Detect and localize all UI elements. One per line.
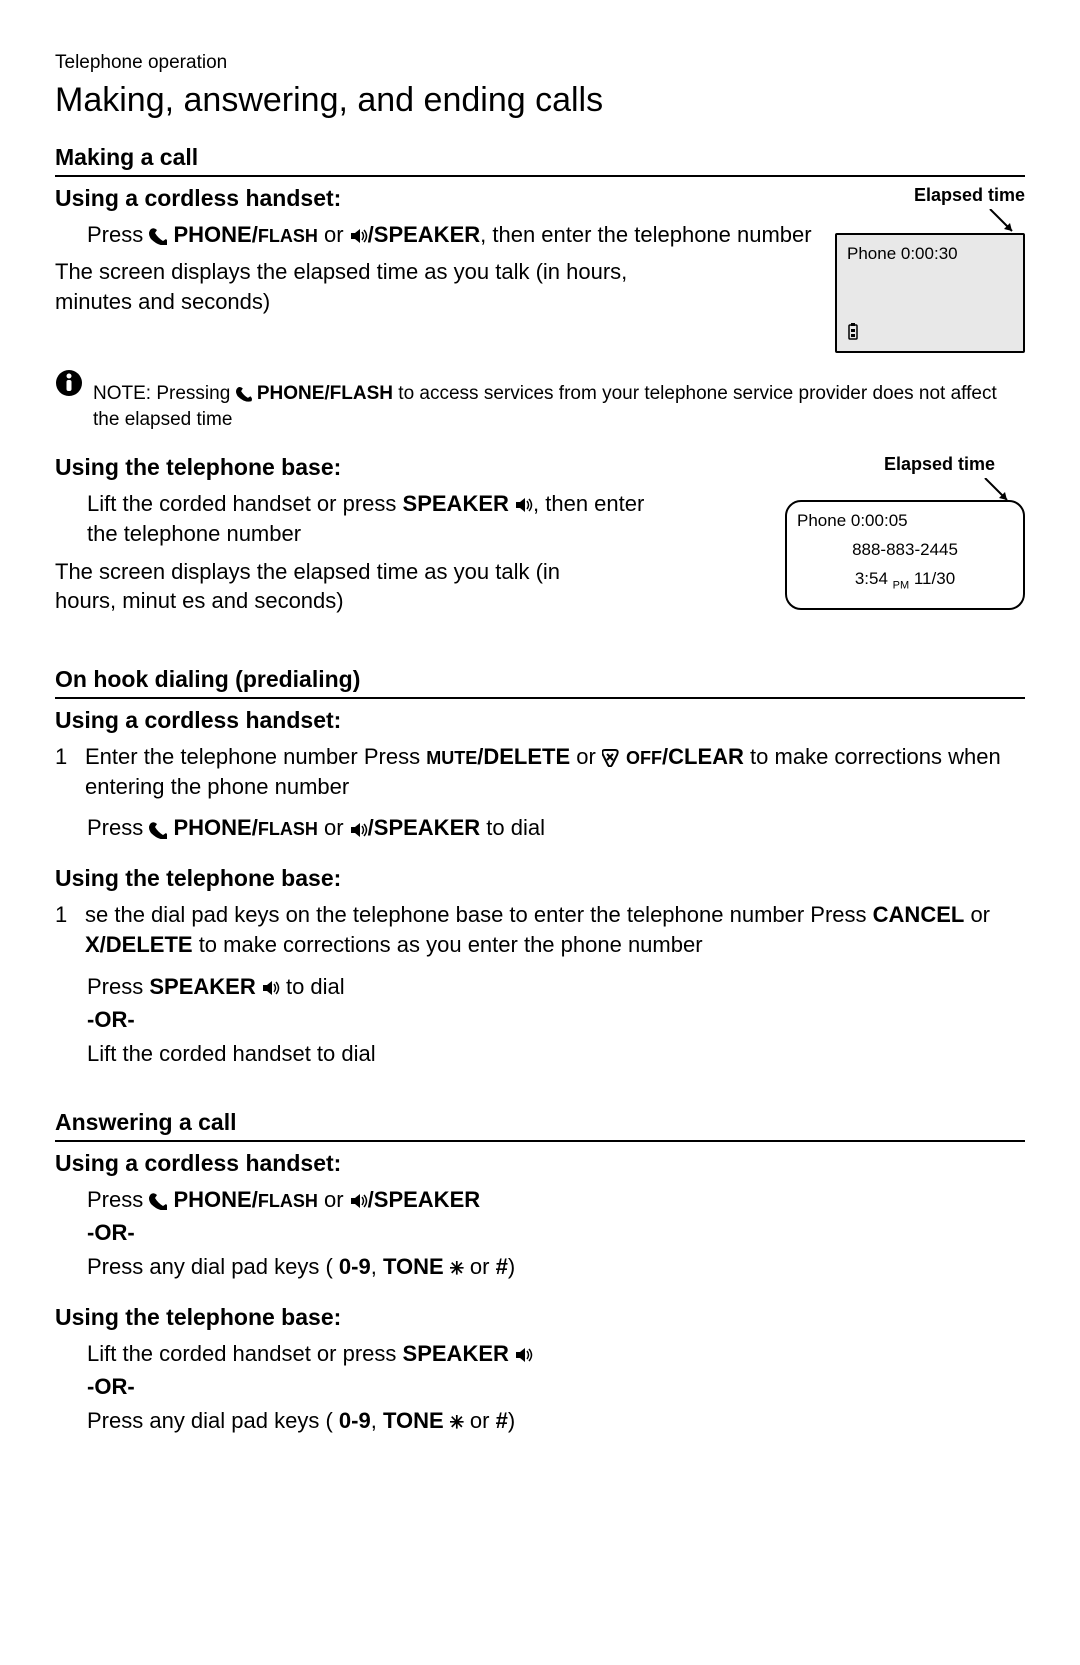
instruction-text: Press PHONE/FLASH or /SPEAKER xyxy=(87,1185,1025,1215)
instruction-text: Press any dial pad keys ( 0-9, TONE or #… xyxy=(87,1252,1025,1282)
or-text: -OR- xyxy=(87,1005,1025,1035)
or-text: -OR- xyxy=(87,1218,1025,1248)
phone-icon xyxy=(236,386,252,402)
heading-answering: Answering a call xyxy=(55,1107,1025,1138)
subheading: Using a cordless handset: xyxy=(55,705,1025,736)
divider xyxy=(55,1140,1025,1142)
elapsed-time-label: Elapsed time xyxy=(835,183,1025,207)
speaker-icon xyxy=(350,1192,368,1210)
base-screen: Phone 0:00:05 888-883-2445 3:54 PM 11/30 xyxy=(785,500,1025,610)
arrow-icon xyxy=(965,209,1025,233)
note-block: NOTE: Pressing PHONE/FLASH to access ser… xyxy=(55,367,1025,432)
speaker-icon xyxy=(515,496,533,514)
speaker-icon xyxy=(350,227,368,245)
body-text: The screen displays the elapsed time as … xyxy=(55,257,695,316)
section-label: Telephone operation xyxy=(55,50,1025,76)
cancel-icon xyxy=(602,749,620,767)
or-text: -OR- xyxy=(87,1372,1025,1402)
screen-illustration-1: Elapsed time Phone 0:00:30 xyxy=(835,183,1025,353)
list-item: 1 Enter the telephone number Press MUTE/… xyxy=(55,742,1025,801)
handset-screen: Phone 0:00:30 xyxy=(835,233,1025,353)
screen-illustration-2: Elapsed time Phone 0:00:05 888-883-2445 … xyxy=(785,452,1025,610)
instruction-text: Lift the corded handset or press SPEAKER xyxy=(87,1339,1025,1369)
phone-icon xyxy=(149,821,167,839)
instruction-text: Lift the corded handset to dial xyxy=(87,1039,1025,1069)
instruction-text: Press PHONE/FLASH or /SPEAKER to dial xyxy=(87,813,1025,843)
star-icon xyxy=(450,1261,464,1275)
speaker-icon xyxy=(515,1346,533,1364)
list-item: 1 se the dial pad keys on the telephone … xyxy=(55,900,1025,959)
elapsed-time-label: Elapsed time xyxy=(785,452,1025,476)
heading-making-a-call: Making a call xyxy=(55,142,1025,173)
info-icon xyxy=(55,369,83,397)
phone-icon xyxy=(149,227,167,245)
subheading: Using a cordless handset: xyxy=(55,1148,1025,1179)
body-text: The screen displays the elapsed time as … xyxy=(55,557,625,616)
screen-line: Phone 0:00:30 xyxy=(847,243,1013,266)
speaker-icon xyxy=(262,979,280,997)
heading-predialing: On hook dialing (predialing) xyxy=(55,664,1025,695)
page-title: Making, answering, and ending calls xyxy=(55,78,1025,124)
screen-line: Phone 0:00:05 xyxy=(797,510,1013,533)
subheading: Using the telephone base: xyxy=(55,1302,1025,1333)
battery-icon xyxy=(847,321,861,341)
instruction-text: Lift the corded handset or press SPEAKER… xyxy=(87,489,667,548)
star-icon xyxy=(450,1415,464,1429)
speaker-icon xyxy=(350,821,368,839)
divider xyxy=(55,175,1025,177)
note-label: NOTE: xyxy=(93,383,151,404)
screen-line: 3:54 PM 11/30 xyxy=(797,568,1013,593)
instruction-text: Press SPEAKER to dial xyxy=(87,972,1025,1002)
arrow-icon xyxy=(945,478,1025,500)
screen-line: 888-883-2445 xyxy=(797,539,1013,562)
phone-icon xyxy=(149,1192,167,1210)
divider xyxy=(55,697,1025,699)
subheading: Using the telephone base: xyxy=(55,863,1025,894)
instruction-text: Press any dial pad keys ( 0-9, TONE or #… xyxy=(87,1406,1025,1436)
